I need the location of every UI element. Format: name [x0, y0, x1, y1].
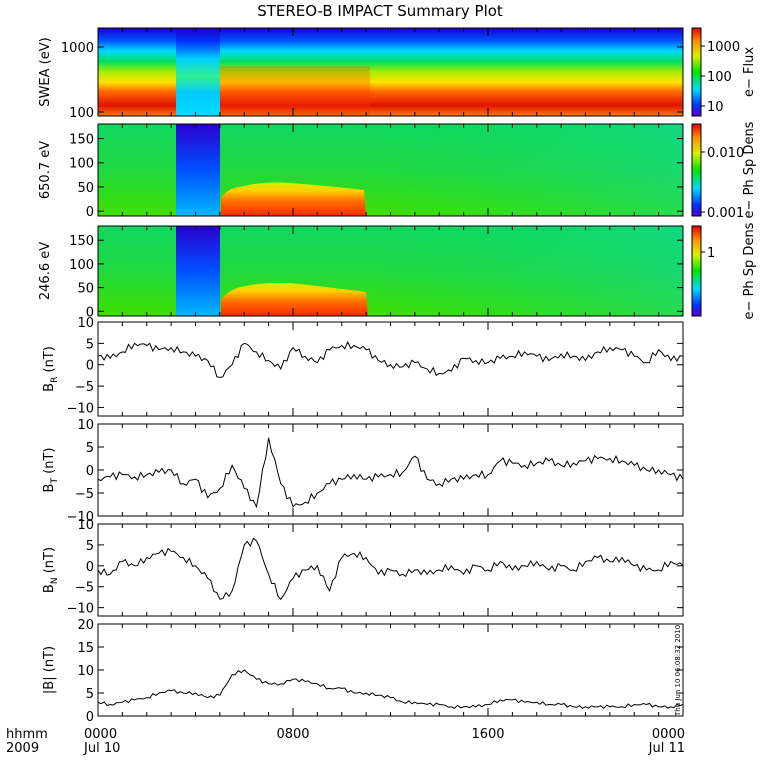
pa246-hot-band [221, 282, 368, 316]
y-axis-label: BT (nT) [42, 448, 60, 493]
colorbar-tick-label: 100 [707, 70, 732, 85]
colorbar-tick-label: 1 [707, 246, 715, 261]
x-tick-label: 0800 [276, 727, 309, 742]
y-tick-label: 5 [86, 441, 94, 456]
y-tick-label: −5 [75, 581, 94, 596]
pa246-cold-band [176, 226, 220, 316]
y-axis-label: 246.6 eV [38, 242, 53, 300]
colorbar [691, 225, 702, 317]
series-line-B_R [97, 340, 684, 379]
mag-field-lines [97, 340, 684, 710]
y-tick-label: 20 [77, 618, 94, 633]
colorbar-tick-label: 0.010 [707, 146, 744, 161]
y-tick-label: 5 [86, 687, 94, 702]
y-tick-label: −5 [75, 487, 94, 502]
y-tick-label: 5 [86, 539, 94, 554]
y-axis-label: BN (nT) [42, 547, 60, 593]
spectrogram-246eV [98, 226, 683, 316]
swea-recovery [220, 66, 370, 116]
y-tick-label: 100 [69, 258, 94, 273]
y-tick-label: 150 [69, 234, 94, 249]
series-line-B_T [97, 437, 684, 509]
y-tick-label: 100 [69, 106, 94, 121]
y-tick-label: 0 [86, 305, 94, 320]
y-tick-label: 10 [77, 418, 94, 433]
panel-frames [97, 27, 684, 717]
timestamp-stamp: Thu Jun 10 06:08:32 2010 [674, 625, 682, 717]
pa650-hot-band [221, 182, 366, 216]
y-tick-label: 0 [86, 205, 94, 220]
y-tick-label: 0 [86, 464, 94, 479]
x-tick-label: 0000 [84, 727, 117, 742]
y-tick-label: −10 [67, 401, 94, 416]
pa650-cold-band [176, 124, 220, 216]
y-axis-label: BR (nT) [42, 346, 60, 392]
y-tick-label: 10 [77, 518, 94, 533]
y-tick-label: −5 [75, 380, 94, 395]
y-tick-label: 5 [86, 337, 94, 352]
pa246-fade [370, 226, 683, 316]
y-tick-label: 100 [69, 157, 94, 172]
y-tick-label: −10 [67, 510, 94, 525]
colorbar-label: e− Ph Sp Dens [742, 121, 757, 218]
colorbar-tick-label: 0.001 [707, 206, 744, 221]
series-line-|B| [97, 669, 684, 710]
bottom-left-year: 2009 [6, 741, 39, 756]
colorbar-label: e− Ph Sp Dens [742, 222, 757, 319]
pa650-fade [370, 124, 683, 216]
y-axis-label: 650.7 eV [38, 141, 53, 199]
colorbar-tick-label: 1000 [707, 40, 740, 55]
y-tick-label: 50 [77, 181, 94, 196]
y-tick-label: 0 [86, 560, 94, 575]
x-date-label: Jul 10 [83, 741, 120, 756]
spectrogram-650eV [98, 124, 683, 216]
y-axis-label: SWEA (eV) [38, 37, 53, 106]
bottom-left-hhmm: hhmm [6, 727, 48, 742]
swea-dropout [176, 28, 220, 116]
y-tick-label: 0 [86, 710, 94, 725]
y-tick-label: 50 [77, 282, 94, 297]
panel-frame [97, 321, 684, 417]
y-tick-label: −10 [67, 602, 94, 617]
spectrogram-swea [98, 28, 683, 116]
y-tick-label: 0 [86, 359, 94, 374]
colorbar [691, 27, 702, 117]
colorbar-label: e− Flux [742, 47, 757, 97]
colorbar [691, 123, 702, 217]
x-tick-label: 0000 [652, 727, 685, 742]
panel-frame [97, 423, 684, 517]
y-tick-label: 1000 [61, 41, 94, 56]
series-line-B_N [97, 537, 684, 601]
y-tick-label: 15 [77, 641, 94, 656]
y-tick-label: 150 [69, 133, 94, 148]
y-axis-label: |B| (nT) [42, 646, 57, 694]
y-tick-label: 10 [77, 664, 94, 679]
y-tick-label: 10 [77, 316, 94, 331]
x-tick-label: 1600 [471, 727, 504, 742]
x-date-label: Jul 11 [648, 741, 685, 756]
plot-title: STEREO-B IMPACT Summary Plot [257, 2, 503, 20]
panel-frame [97, 623, 684, 717]
colorbar-tick-label: 10 [707, 100, 724, 115]
